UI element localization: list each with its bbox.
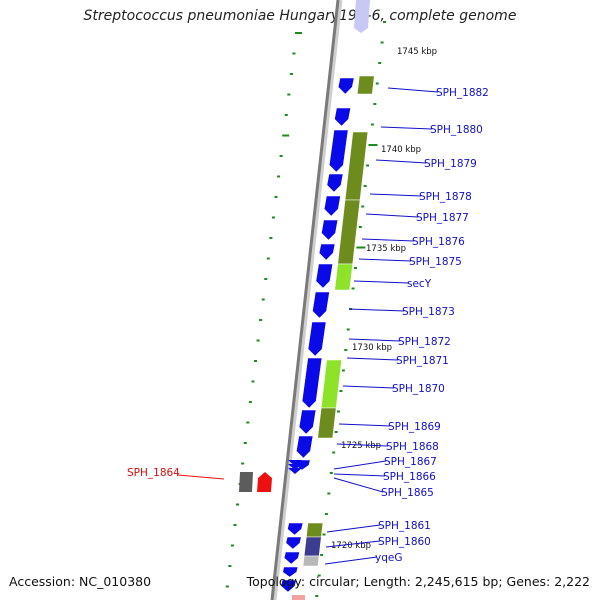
label-leader-line [380, 126, 433, 130]
gene-arrow[interactable] [354, 0, 370, 33]
gene-block[interactable] [356, 75, 375, 95]
gene-block[interactable] [334, 263, 354, 291]
genome-summary-text: Topology: circular; Length: 2,245,615 bp… [246, 574, 590, 589]
kbp-scale-label: 1745 kbp [397, 47, 437, 57]
label-leader-line [361, 238, 415, 242]
gene-label[interactable]: SPH_1875 [409, 256, 462, 268]
gene-arrow[interactable] [280, 579, 297, 593]
gene-label[interactable]: yqeG [375, 552, 402, 564]
gene-arrow[interactable] [312, 291, 330, 319]
kbp-scale-label: 1735 kbp [366, 244, 406, 254]
label-leader-line [325, 540, 381, 548]
gene-arrow[interactable] [285, 536, 302, 550]
gene-arrow[interactable] [287, 522, 304, 536]
label-leader-line [342, 385, 395, 389]
gene-arrow[interactable] [288, 464, 302, 470]
label-leader-line [326, 524, 381, 533]
gene-label[interactable]: SPH_1880 [430, 124, 483, 136]
gene-label[interactable]: SPH_1873 [402, 306, 455, 318]
gene-arrow[interactable] [326, 173, 344, 193]
gene-label[interactable]: SPH_1867 [384, 456, 437, 468]
gene-label[interactable]: SPH_1865 [381, 487, 434, 499]
accession-text: Accession: NC_010380 [9, 574, 152, 589]
gene-label[interactable]: SPH_1879 [424, 158, 477, 170]
label-leader-line [324, 556, 378, 565]
gene-block[interactable] [305, 522, 324, 538]
label-leader-line [338, 423, 391, 427]
label-leader-line [333, 473, 386, 477]
gene-label[interactable]: secY [407, 278, 432, 290]
label-leader-line [358, 258, 412, 262]
genome-backbone [270, 0, 340, 600]
gene-label[interactable]: SPH_1871 [396, 355, 449, 367]
gene-arrow[interactable] [329, 129, 349, 173]
gene-label[interactable]: SPH_1882 [436, 87, 489, 99]
gene-block[interactable] [317, 407, 337, 439]
gene-arrow[interactable] [257, 472, 272, 492]
kbp-scale-label: 1725 kbp [341, 441, 381, 451]
gene-arrow[interactable] [282, 566, 299, 578]
kbp-scale-label: 1740 kbp [381, 145, 421, 155]
gene-block[interactable] [302, 555, 320, 567]
gene-arrow[interactable] [288, 460, 302, 466]
label-leader-line [353, 280, 410, 284]
gene-arrow[interactable] [283, 551, 300, 565]
kbp-scale-label: 1720 kbp [331, 541, 371, 551]
gene-arrow[interactable] [321, 219, 339, 241]
label-leader-line [348, 338, 401, 342]
label-leader-line [387, 87, 439, 93]
gene-arrow[interactable] [296, 435, 314, 459]
gene-label[interactable]: SPH_1872 [398, 336, 451, 348]
map-title: Streptococcus pneumoniae Hungary19A-6, c… [83, 8, 517, 24]
label-leader-line [365, 213, 419, 218]
gene-arrow[interactable] [334, 107, 351, 127]
gene-label[interactable]: SPH_1860 [378, 536, 431, 548]
label-leader-line [346, 357, 399, 361]
gene-arrow[interactable] [323, 195, 341, 217]
gene-label[interactable]: SPH_1868 [386, 441, 439, 453]
gene-arrow[interactable] [298, 409, 317, 435]
gene-label[interactable]: SPH_1878 [419, 191, 472, 203]
gene-arrow[interactable] [337, 77, 355, 95]
gene-arrow[interactable] [307, 321, 327, 357]
gene-label[interactable]: SPH_1870 [392, 383, 445, 395]
gene-arrow[interactable] [288, 468, 302, 474]
gene-label[interactable]: SPH_1877 [416, 212, 469, 224]
gene-block[interactable] [303, 536, 322, 557]
gene-block[interactable] [239, 472, 253, 492]
label-leader-line [333, 477, 384, 493]
gene-arrow[interactable] [315, 263, 333, 289]
gene-arrow[interactable] [318, 243, 336, 261]
gene-label-highlighted[interactable]: SPH_1864 [127, 467, 180, 479]
gene-label[interactable]: SPH_1866 [383, 471, 436, 483]
backbone-shadow [271, 0, 343, 600]
label-leader-line [336, 443, 389, 447]
gene-block[interactable] [320, 359, 342, 409]
gene-arrow[interactable] [301, 357, 323, 409]
gene-block[interactable] [344, 131, 369, 201]
label-leader-line [177, 474, 225, 480]
label-leader-line [348, 308, 405, 312]
label-leader-line [369, 193, 422, 197]
kbp-scale-label: 1730 kbp [352, 343, 392, 353]
label-leader-line [375, 159, 427, 164]
gene-label[interactable]: SPH_1869 [388, 421, 441, 433]
gene-block[interactable] [292, 595, 305, 600]
gene-label[interactable]: SPH_1861 [378, 520, 431, 532]
gene-block[interactable] [337, 199, 361, 265]
gene-label[interactable]: SPH_1876 [412, 236, 465, 248]
label-leader-line [333, 460, 387, 470]
